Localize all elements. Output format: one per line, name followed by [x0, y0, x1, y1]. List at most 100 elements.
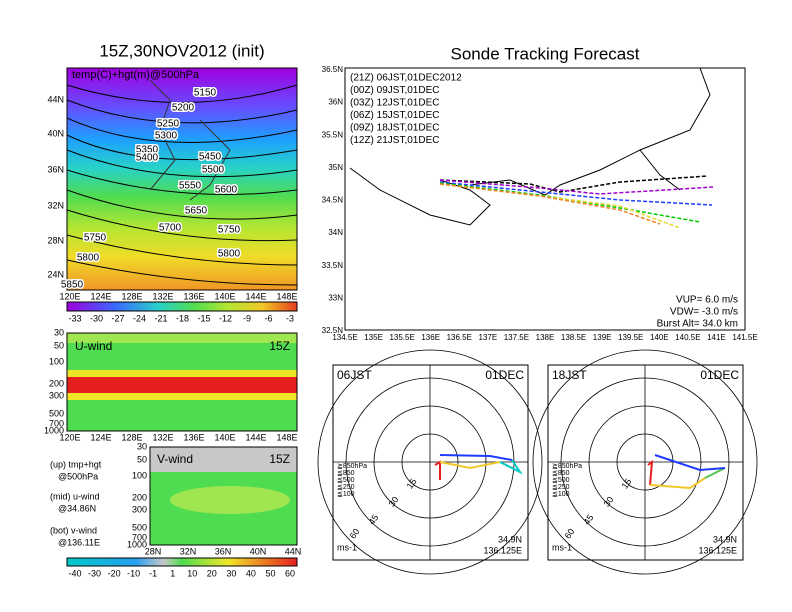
- colorbar-label: 40: [246, 568, 256, 578]
- lon-label: 140E: [214, 291, 235, 301]
- coastline: [149, 79, 231, 201]
- lon-label: 148E: [276, 291, 297, 301]
- lon-label: 140E: [650, 333, 669, 342]
- info-text: VDW= -3.0 m/s: [670, 307, 738, 318]
- panel-time: 15Z: [269, 452, 290, 466]
- colorbar-label: -10: [127, 568, 140, 578]
- lat-label: 32.5N: [322, 326, 344, 335]
- site-lat: 34.9N: [713, 534, 737, 544]
- lat-label: 44N: [47, 94, 64, 104]
- panel-label: U-wind: [75, 339, 112, 353]
- legend-entry: (03Z) 12JST,01DEC: [350, 98, 439, 109]
- colorbar-label: -30: [88, 568, 101, 578]
- level-legend: ≦500: [552, 477, 570, 484]
- ring-label: 30: [602, 495, 616, 509]
- lon-label: 124E: [90, 432, 111, 442]
- lat-label: 36N: [47, 164, 64, 174]
- lat-label: 36N: [328, 98, 343, 107]
- legend-entry: (09Z) 18JST,01DEC: [350, 123, 439, 134]
- level-legend: ≦850: [337, 470, 355, 477]
- level-label: 30: [137, 441, 147, 451]
- level-legend: ≦500: [337, 477, 355, 484]
- colorbar: [66, 301, 298, 312]
- hodo-date: 01DEC: [485, 368, 524, 382]
- lon-label: 136E: [421, 333, 440, 342]
- trajectories: [439, 175, 714, 229]
- ring-label: 45: [367, 513, 381, 527]
- colorbar-label: 30: [226, 568, 236, 578]
- level-label: 300: [132, 504, 147, 514]
- temp-field: [66, 67, 298, 291]
- lon-label: 132E: [152, 432, 173, 442]
- lon-label: 137.5E: [504, 333, 529, 342]
- level-legend: ≦100: [552, 491, 570, 498]
- labels: 15Z,30NOV2012 (init) temp(C)+hgt(m)@500hP…: [44, 41, 758, 578]
- lat-label: 33N: [328, 293, 343, 302]
- note: @136.11E: [58, 537, 100, 547]
- lat-label: 32N: [47, 200, 64, 210]
- lat-label: 40N: [250, 546, 267, 556]
- legend-entry: (12Z) 21JST,01DEC: [350, 135, 439, 146]
- level-label: 200: [132, 492, 147, 502]
- hodo-time: 06JST: [337, 368, 372, 382]
- info-text: Burst Alt= 34.0 km: [657, 319, 738, 330]
- level-legend: ≦250: [337, 484, 355, 491]
- site-lon: 136.125E: [483, 545, 522, 555]
- colorbar-label: -30: [90, 313, 103, 323]
- lon-label: 128E: [121, 291, 142, 301]
- lon-label: 144E: [245, 432, 266, 442]
- ring-label: 15: [620, 477, 634, 491]
- contour-label: 5450: [199, 152, 222, 163]
- level-label: 200: [49, 378, 64, 388]
- contour-label: 5550: [179, 181, 202, 192]
- colorbar-label: 60: [285, 568, 295, 578]
- hodo-date: 01DEC: [700, 368, 739, 382]
- colorbar-label: 50: [265, 568, 275, 578]
- note: (up) tmp+hgt: [50, 459, 102, 469]
- colorbar-label: -15: [197, 313, 210, 323]
- lon-label: 120E: [59, 432, 80, 442]
- unit: ms-1: [337, 542, 357, 552]
- sonde-map-frame: [344, 67, 746, 331]
- contour-label: 5400: [136, 153, 159, 164]
- lon-label: 141.5E: [732, 333, 757, 342]
- contour-label: 5350: [136, 145, 159, 156]
- contour-label: 5800: [218, 249, 241, 260]
- contours: [66, 84, 298, 286]
- legend-entry: (21Z) 06JST,01DEC2012: [350, 73, 462, 84]
- lat-label: 28N: [145, 546, 162, 556]
- colorbar-label: 20: [207, 568, 217, 578]
- lat-label: 36N: [215, 546, 232, 556]
- lon-label: 138.5E: [561, 333, 586, 342]
- colorbar-label: -33: [68, 313, 81, 323]
- info-text: VUP= 6.0 m/s: [676, 295, 738, 306]
- note: @34.86N: [58, 503, 96, 513]
- coastline: [349, 67, 711, 226]
- colorbar-label: 1: [170, 568, 175, 578]
- lon-label: 132E: [152, 291, 173, 301]
- panel-label: temp(C)+hgt(m)@500hPa: [72, 69, 200, 81]
- contour-label: 5600: [215, 185, 238, 196]
- lat-label: 35.5N: [322, 130, 344, 139]
- colorbar-label: -20: [108, 568, 121, 578]
- level-label: 1000: [127, 539, 147, 549]
- lat-label: 40N: [47, 128, 64, 138]
- level-label: 100: [49, 356, 64, 366]
- lon-label: 148E: [276, 432, 297, 442]
- legend-entry: (00Z) 09JST,01DEC: [350, 85, 439, 96]
- lon-label: 135.5E: [389, 333, 414, 342]
- ring-label: 45: [582, 513, 596, 527]
- title: 15Z,30NOV2012 (init): [99, 41, 264, 60]
- colorbar-label: -21: [154, 313, 167, 323]
- lon-label: 140.5E: [675, 333, 700, 342]
- lat-label: 36.5N: [322, 65, 344, 74]
- contour-label: 5150: [194, 88, 217, 99]
- lon-label: 139.5E: [618, 333, 643, 342]
- lat-label: 24N: [47, 269, 64, 279]
- lon-label: 136E: [183, 291, 204, 301]
- level-legend: ≦100: [337, 491, 355, 498]
- lat-label: 34.5N: [322, 196, 344, 205]
- colorbar-label: -9: [243, 313, 251, 323]
- lat-label: 44N: [285, 546, 302, 556]
